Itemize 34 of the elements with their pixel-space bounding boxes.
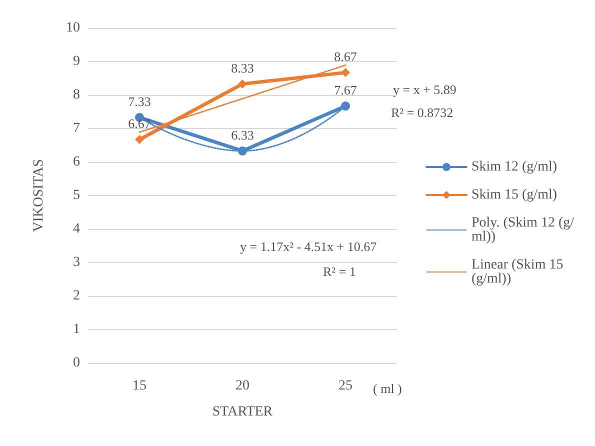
y-tick-label: 2 (73, 288, 80, 304)
legend-label: Skim 15 (g/ml) (471, 188, 558, 202)
y-tick-label: 7 (73, 121, 80, 136)
data-label: 7.33 (128, 94, 151, 109)
data-label: 6.33 (231, 127, 254, 142)
legend-label: Poly. (Skim 12 (g/ml)) (471, 216, 574, 244)
data-label: 8.67 (334, 49, 358, 64)
text: ( ml ) (373, 381, 402, 396)
legend-label: Linear (Skim 15 (g/ml)) (471, 258, 570, 286)
y-tick-label: 9 (73, 54, 80, 69)
y-tick-label: 10 (66, 20, 80, 36)
x-tick-label: 20 (236, 378, 250, 394)
legend-label: Skim 12 (g/ml) (471, 160, 558, 174)
point (238, 79, 247, 88)
data-label: 8.33 (231, 60, 254, 76)
y-tick-label: 3 (73, 255, 80, 270)
x-tick-label: 25 (338, 378, 352, 394)
annotation: y = 1.17x² - 4.51x + 10.67 (240, 239, 378, 254)
point (135, 135, 144, 144)
y-tick-label: 8 (73, 88, 80, 102)
annotation: R² = 0.8732 (391, 105, 454, 120)
data-label: 7.67 (334, 82, 358, 98)
annotation: R² = 1 (323, 264, 356, 279)
y-axis-title: VIKOSITAS (32, 159, 46, 232)
y-tick-label: 0 (73, 356, 80, 370)
x-axis-title: STARTER (212, 404, 274, 420)
y-tick-label: 1 (73, 322, 80, 337)
x-tick-label: 15 (132, 378, 146, 394)
y-tick-label: 5 (73, 188, 80, 203)
point (341, 102, 350, 111)
data-label: 6.67 (128, 116, 152, 132)
point (341, 68, 350, 78)
y-tick-label: 4 (73, 222, 80, 236)
y-tick-label: 6 (73, 154, 80, 170)
